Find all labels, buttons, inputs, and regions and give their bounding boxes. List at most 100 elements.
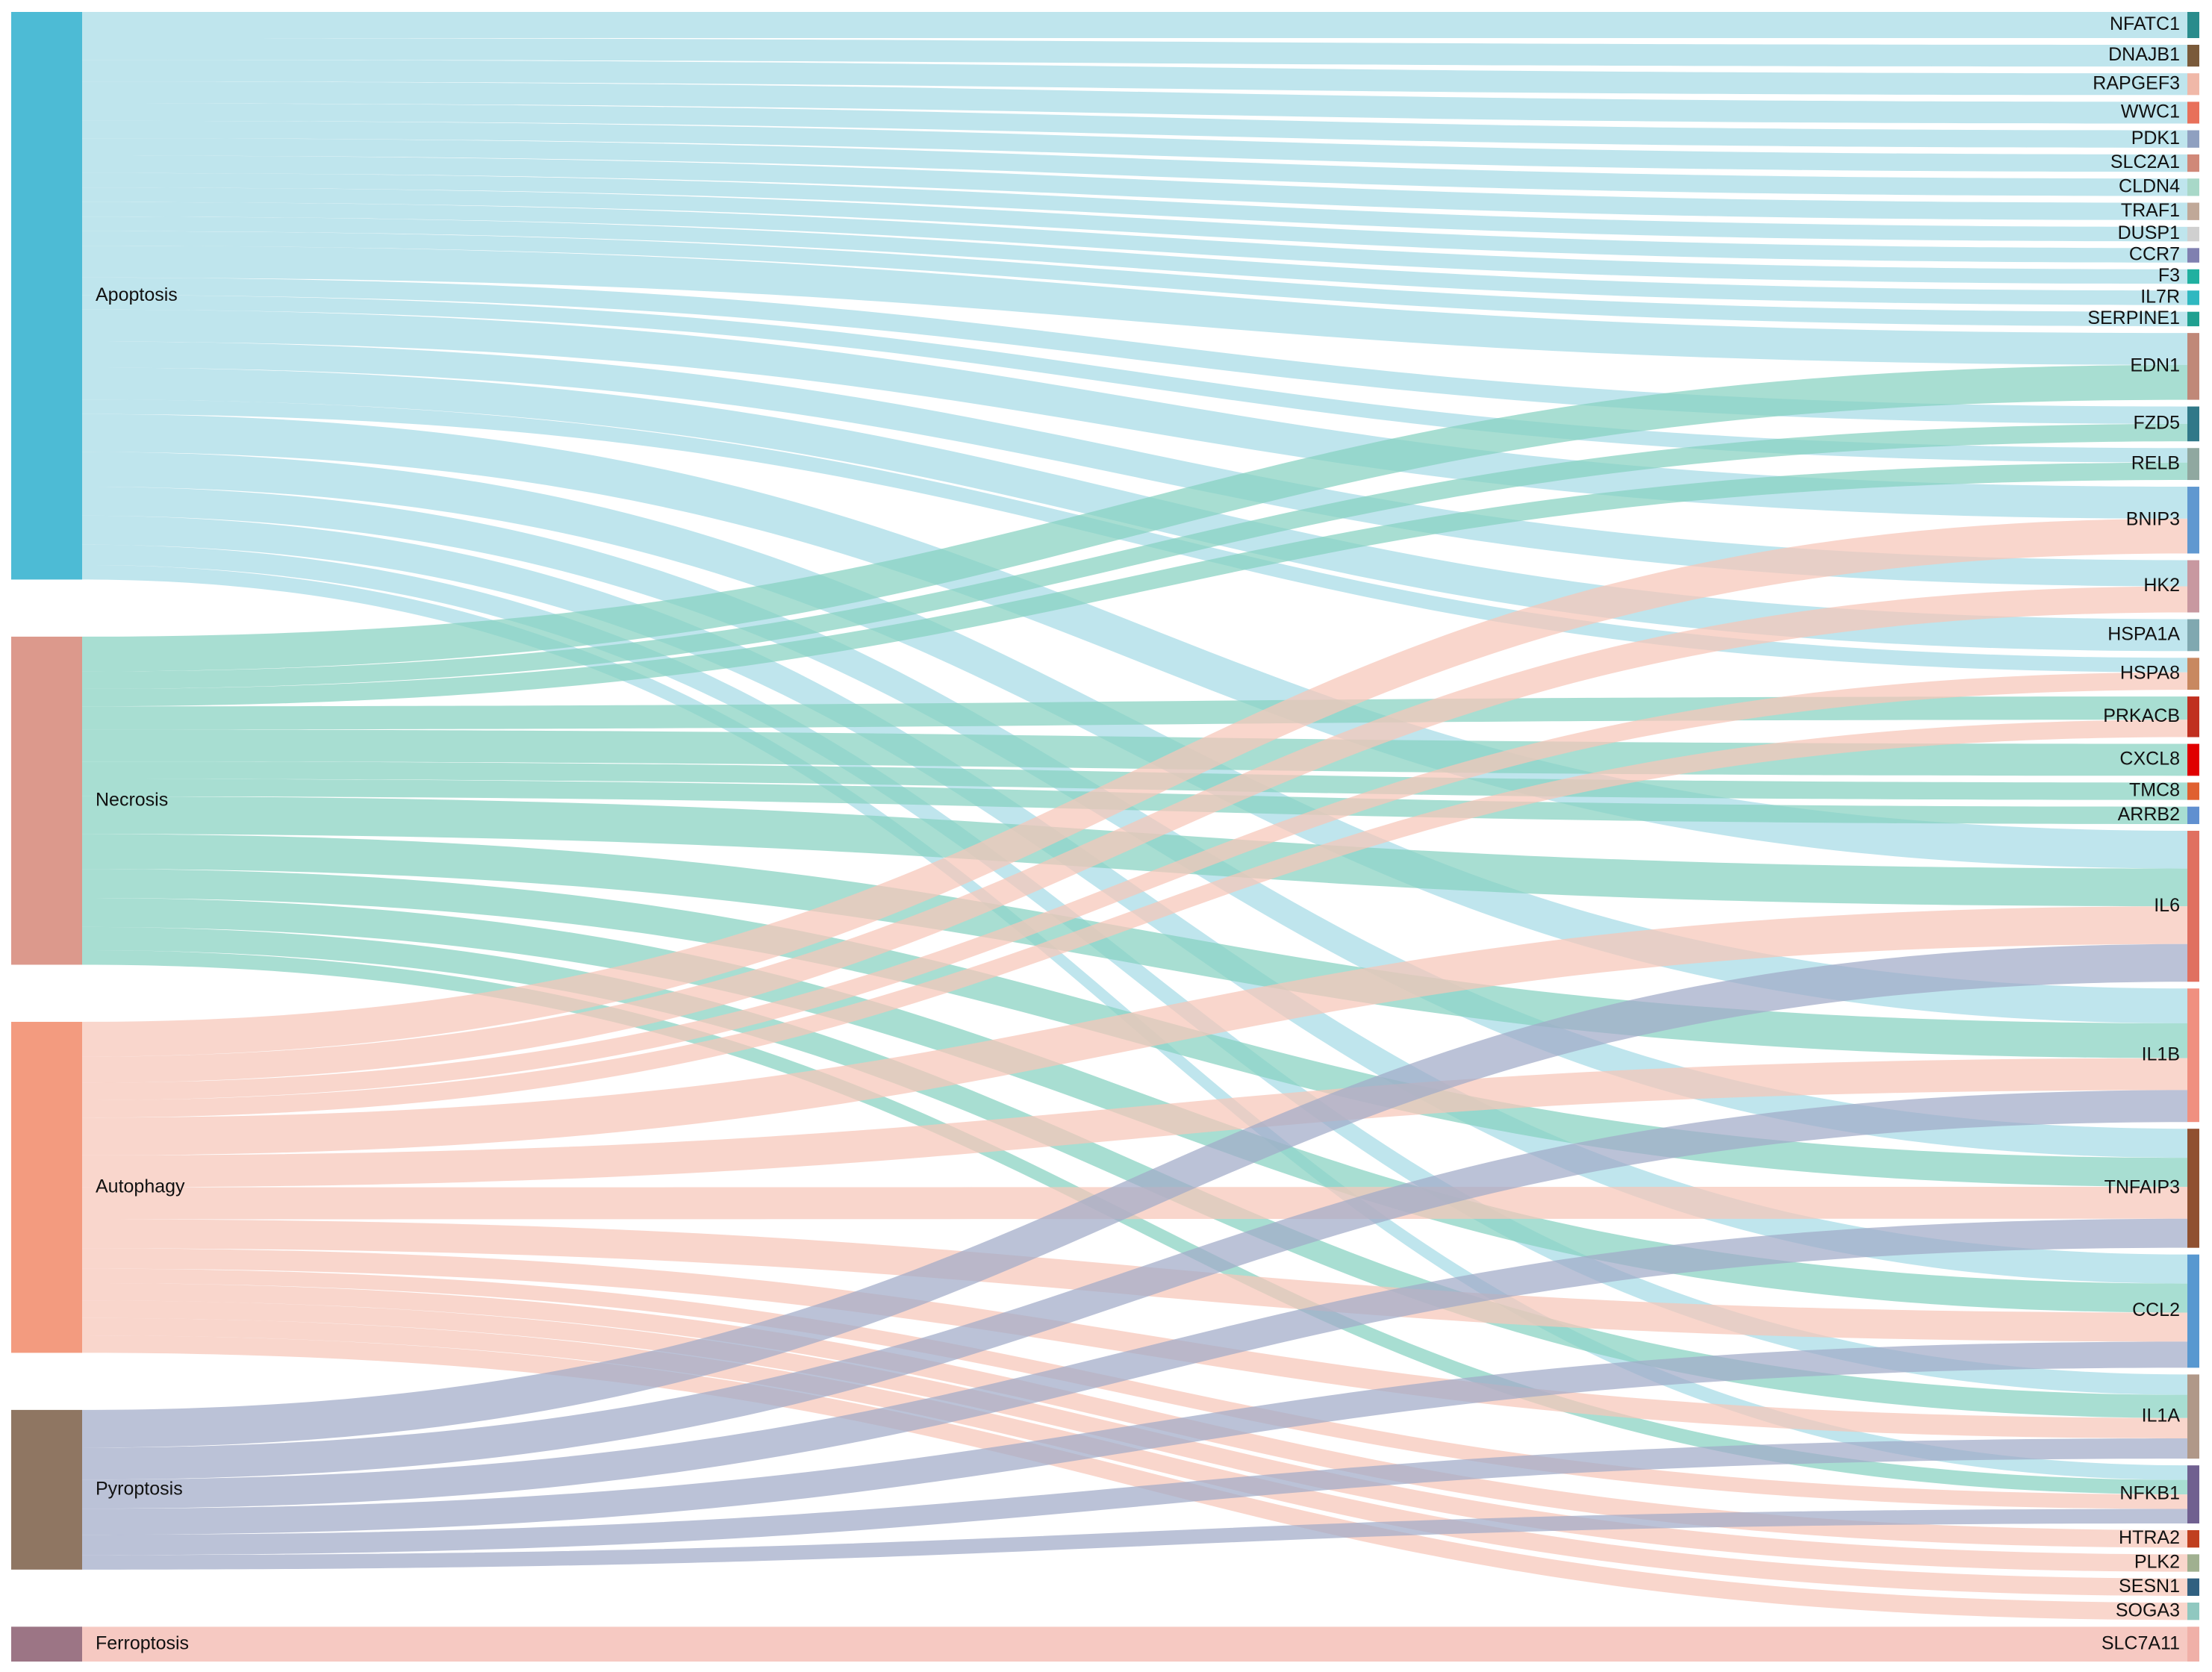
target-node bbox=[2187, 1602, 2199, 1620]
target-node bbox=[2187, 311, 2199, 327]
link bbox=[82, 103, 2187, 148]
target-label: TRAF1 bbox=[2121, 200, 2180, 221]
target-node bbox=[2187, 248, 2199, 263]
source-label: Autophagy bbox=[96, 1176, 185, 1197]
link bbox=[82, 926, 2187, 1418]
source-label: Ferroptosis bbox=[96, 1632, 189, 1653]
link bbox=[82, 586, 2187, 1083]
target-node bbox=[2187, 1465, 2199, 1523]
target-label: CLDN4 bbox=[2119, 175, 2180, 196]
target-node bbox=[2187, 45, 2199, 67]
target-node bbox=[2187, 448, 2199, 481]
link bbox=[82, 295, 2187, 463]
target-node bbox=[2187, 73, 2199, 96]
source-label: Pyroptosis bbox=[96, 1478, 183, 1499]
link bbox=[82, 950, 2187, 1495]
target-label: DNAJB1 bbox=[2108, 44, 2180, 65]
target-label: WWC1 bbox=[2121, 102, 2180, 122]
target-label: DUSP1 bbox=[2118, 222, 2180, 243]
link bbox=[82, 277, 2187, 424]
link bbox=[82, 898, 2187, 1313]
link bbox=[82, 518, 2187, 1057]
target-node bbox=[2187, 487, 2199, 554]
link bbox=[82, 138, 2187, 196]
target-node bbox=[2187, 178, 2199, 196]
target-label: TNFAIP3 bbox=[2104, 1177, 2180, 1198]
target-node bbox=[2187, 1374, 2199, 1459]
target-node bbox=[2187, 290, 2199, 305]
target-label: PLK2 bbox=[2134, 1552, 2180, 1573]
link bbox=[82, 1248, 2187, 1438]
source-node bbox=[11, 1626, 82, 1662]
target-label: CXCL8 bbox=[2119, 749, 2180, 770]
source-node bbox=[11, 636, 82, 965]
target-label: HTRA2 bbox=[2119, 1527, 2180, 1548]
link bbox=[82, 515, 2187, 1284]
link bbox=[82, 38, 2187, 67]
link bbox=[82, 1283, 2187, 1548]
link bbox=[82, 341, 2187, 587]
target-label: SLC7A11 bbox=[2102, 1632, 2180, 1653]
target-node bbox=[2187, 696, 2199, 737]
link bbox=[82, 1218, 2187, 1509]
target-node bbox=[2187, 988, 2199, 1123]
target-node bbox=[2187, 154, 2199, 172]
links bbox=[82, 12, 2187, 1662]
target-node bbox=[2187, 1578, 2199, 1596]
link bbox=[82, 231, 2187, 327]
target-node bbox=[2187, 1554, 2199, 1572]
nodes: Apoptosis Necrosis Autophagy Pyroptosis Ferr… bbox=[11, 12, 2199, 1662]
link bbox=[82, 120, 2187, 172]
link bbox=[82, 696, 2187, 730]
target-label: FZD5 bbox=[2134, 413, 2181, 434]
link bbox=[82, 172, 2187, 242]
target-label: IL7R bbox=[2140, 287, 2180, 308]
target-node bbox=[2187, 658, 2199, 690]
link bbox=[82, 414, 2187, 869]
target-node bbox=[2187, 782, 2199, 800]
target-label: IL1A bbox=[2142, 1405, 2181, 1426]
link bbox=[82, 202, 2187, 284]
link bbox=[82, 906, 2187, 1155]
target-node bbox=[2187, 1129, 2199, 1248]
target-label: NFKB1 bbox=[2119, 1483, 2180, 1504]
link bbox=[82, 364, 2187, 672]
target-label: NFATC1 bbox=[2110, 13, 2180, 34]
target-label: ARRB2 bbox=[2118, 804, 2180, 825]
source-node bbox=[11, 12, 82, 580]
link bbox=[82, 1341, 2187, 1535]
link bbox=[82, 309, 2187, 519]
link bbox=[82, 155, 2187, 220]
target-node bbox=[2187, 743, 2199, 776]
link bbox=[82, 1626, 2187, 1662]
link bbox=[82, 1317, 2187, 1596]
link bbox=[82, 399, 2187, 673]
target-node bbox=[2187, 102, 2199, 124]
target-label: BNIP3 bbox=[2126, 508, 2180, 529]
link bbox=[82, 720, 2187, 1118]
target-node bbox=[2187, 806, 2199, 825]
target-node bbox=[2187, 406, 2199, 442]
target-label: SLC2A1 bbox=[2110, 152, 2180, 172]
target-node bbox=[2187, 226, 2199, 242]
target-node bbox=[2187, 12, 2199, 39]
target-label: SERPINE1 bbox=[2087, 308, 2180, 328]
target-label: TMC8 bbox=[2129, 780, 2180, 801]
target-node bbox=[2187, 1254, 2199, 1368]
source-node bbox=[11, 1409, 82, 1570]
target-label: RELB bbox=[2131, 452, 2180, 473]
target-node bbox=[2187, 1529, 2199, 1548]
target-label: PDK1 bbox=[2131, 128, 2180, 149]
target-label: CCL2 bbox=[2132, 1300, 2180, 1320]
target-node bbox=[2187, 269, 2199, 284]
link bbox=[82, 1268, 2187, 1509]
link bbox=[82, 246, 2187, 365]
link bbox=[82, 1335, 2187, 1620]
link bbox=[82, 462, 2187, 707]
link bbox=[82, 943, 2187, 1448]
target-label: RAPGEF3 bbox=[2093, 72, 2180, 93]
link bbox=[82, 672, 2187, 1100]
link bbox=[82, 12, 2187, 39]
link bbox=[82, 1058, 2187, 1188]
